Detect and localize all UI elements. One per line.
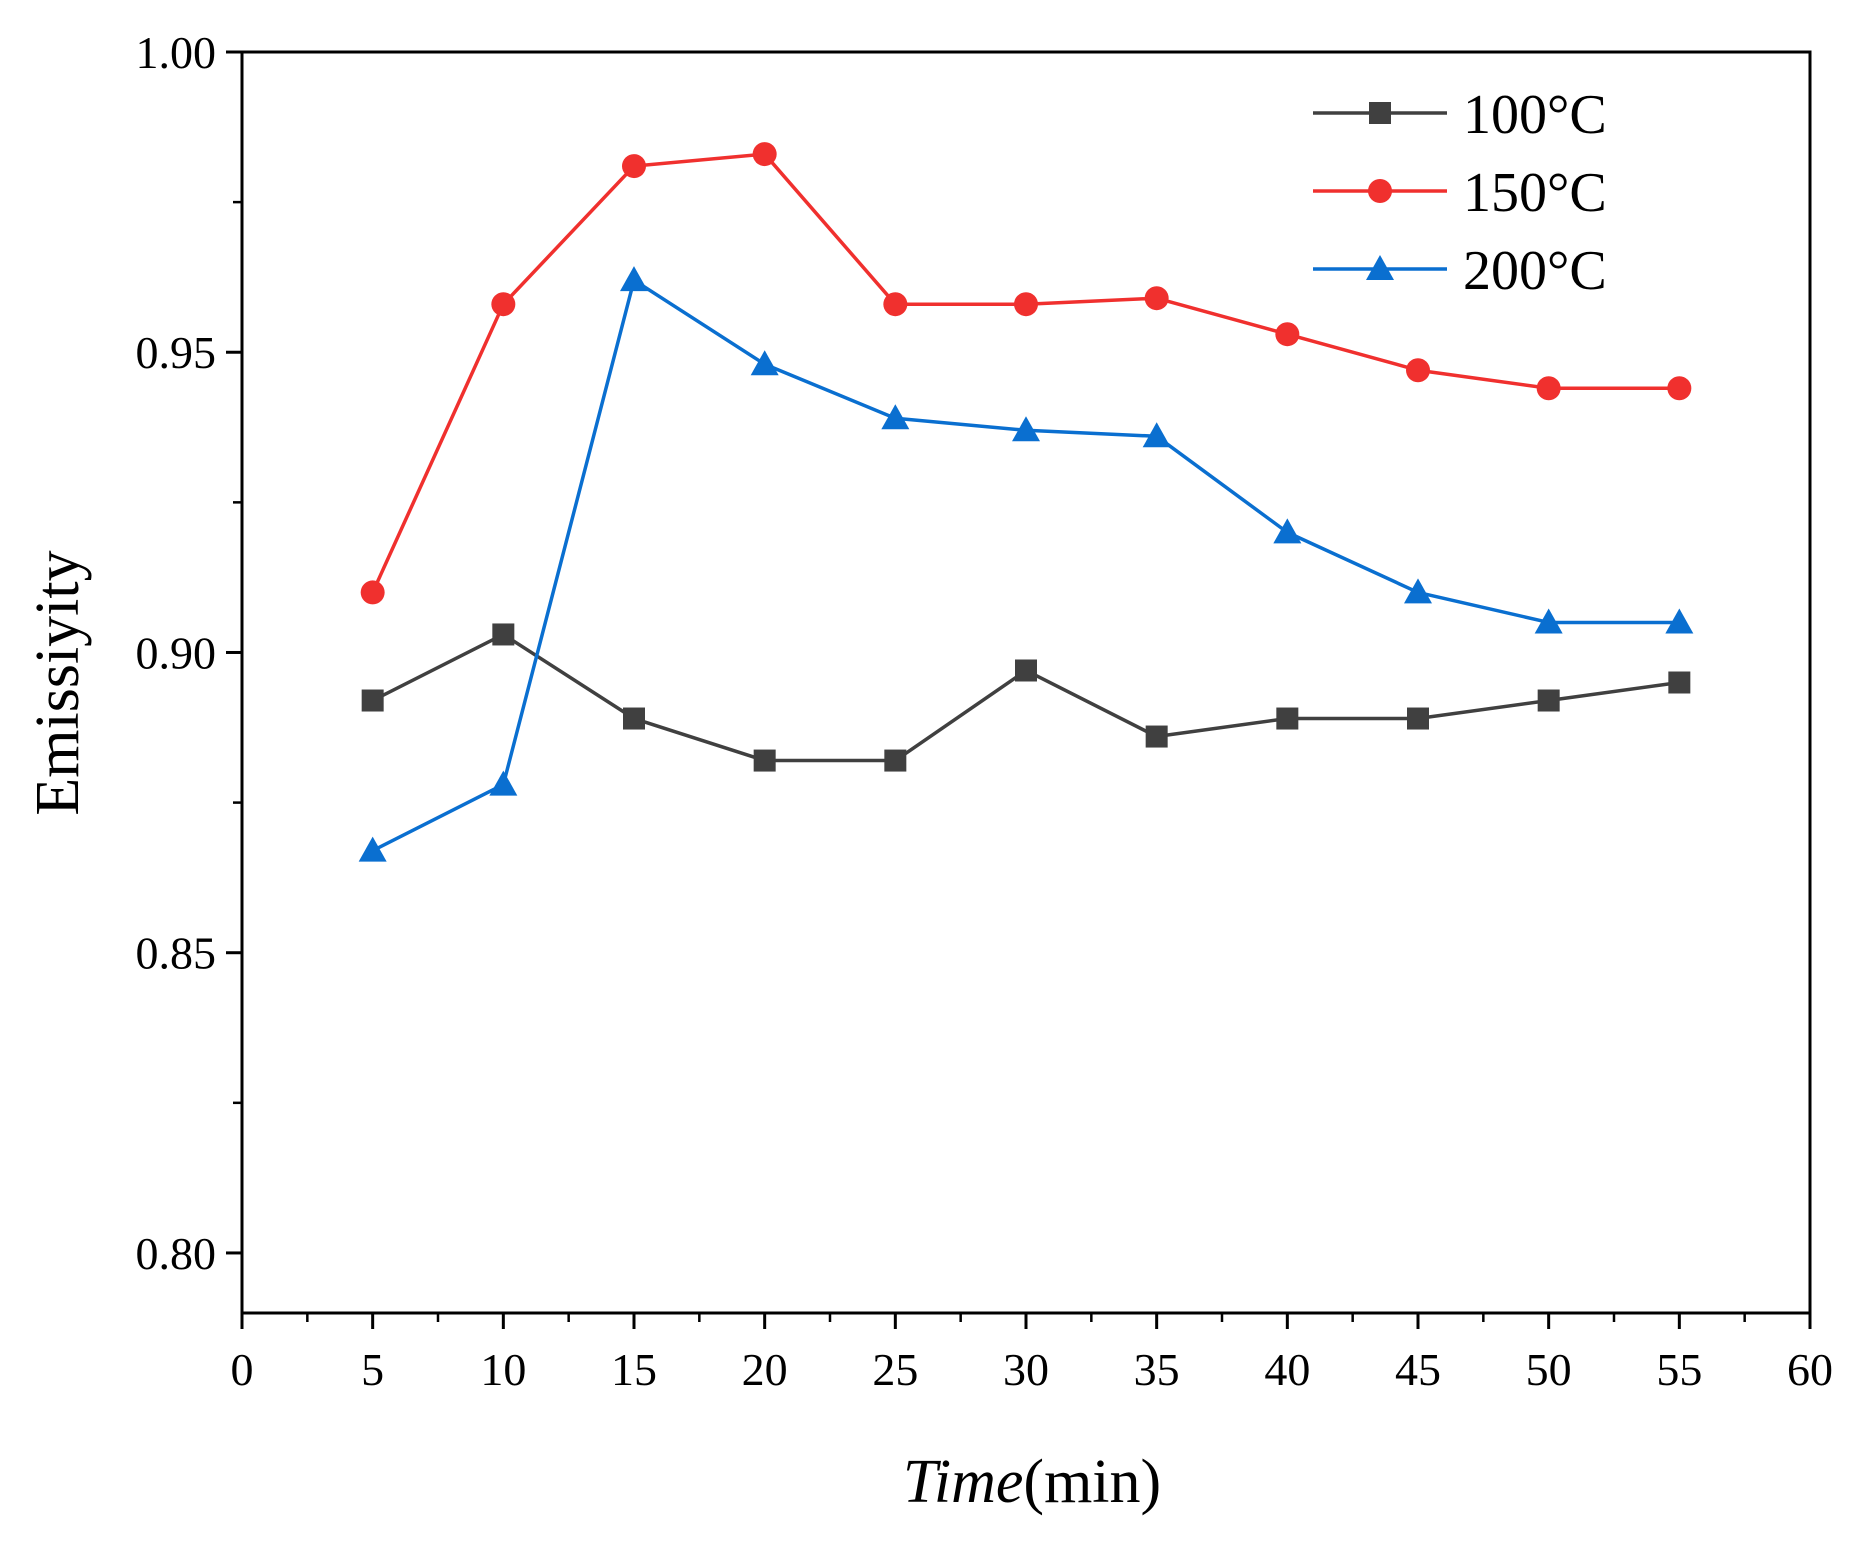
- x-tick-label: 40: [1264, 1344, 1310, 1395]
- x-tick-label: 50: [1526, 1344, 1572, 1395]
- data-point-200C: [1665, 608, 1694, 634]
- data-point-100C: [753, 749, 776, 772]
- legend-label-200C: 200°C: [1463, 240, 1607, 302]
- x-axis-title: Time(min): [903, 1448, 1161, 1516]
- legend-marker-150C: [1368, 179, 1392, 203]
- x-tick-label: 5: [361, 1344, 384, 1395]
- legend-label-150C: 150°C: [1463, 162, 1607, 224]
- data-point-200C: [1012, 416, 1040, 442]
- data-point-200C: [1273, 518, 1302, 544]
- legend: 100°C 150°C 200°C: [1313, 84, 1607, 302]
- series-layer: [358, 142, 1694, 862]
- data-point-100C: [1668, 671, 1691, 694]
- series-100C: [361, 623, 1691, 772]
- x-tick-label: 60: [1787, 1344, 1833, 1395]
- x-axis: 0 5 10 15 20 25 30 35 40 45 50 55 60: [231, 1313, 1833, 1395]
- data-point-150C: [1406, 358, 1430, 383]
- data-point-200C: [750, 350, 779, 376]
- data-point-200C: [620, 266, 648, 292]
- data-point-100C: [1276, 707, 1299, 730]
- data-point-100C: [623, 707, 645, 730]
- data-point-200C: [358, 836, 387, 862]
- y-tick-label: 0.85: [136, 928, 217, 979]
- data-point-100C: [492, 623, 515, 646]
- x-tick-label: 45: [1395, 1344, 1441, 1395]
- data-point-200C: [881, 404, 910, 430]
- data-point-150C: [1667, 376, 1692, 401]
- y-tick-label: 0.80: [136, 1228, 217, 1279]
- data-point-100C: [1537, 689, 1560, 712]
- data-point-150C: [1275, 322, 1300, 347]
- x-tick-label: 55: [1656, 1344, 1702, 1395]
- legend-marker-100C: [1369, 102, 1391, 124]
- y-tick-label: 1.00: [136, 27, 217, 78]
- data-point-150C: [622, 154, 646, 179]
- data-point-100C: [1015, 659, 1037, 682]
- data-point-150C: [883, 292, 908, 317]
- data-point-150C: [360, 580, 385, 605]
- data-point-150C: [752, 142, 777, 167]
- data-point-100C: [884, 749, 907, 772]
- legend-item-150C: 150°C: [1313, 162, 1607, 224]
- series-line-100C: [371, 632, 1680, 763]
- x-axis-title-unit: (min): [1023, 1448, 1161, 1516]
- legend-item-200C: 200°C: [1313, 240, 1607, 302]
- y-axis: 0.80 0.85 0.90 0.95 1.00: [136, 27, 242, 1279]
- legend-marker-200C: [1366, 255, 1394, 280]
- data-point-150C: [1144, 286, 1169, 311]
- data-point-100C: [1145, 725, 1168, 748]
- x-tick-label: 25: [872, 1344, 918, 1395]
- y-tick-label: 0.90: [136, 627, 217, 678]
- data-point-150C: [491, 292, 516, 317]
- x-tick-label: 30: [1003, 1344, 1049, 1395]
- x-tick-label: 35: [1134, 1344, 1180, 1395]
- legend-label-100C: 100°C: [1463, 84, 1607, 146]
- data-point-200C: [1534, 608, 1563, 634]
- series-200C: [358, 266, 1694, 862]
- data-point-200C: [489, 770, 518, 796]
- data-point-150C: [1014, 292, 1038, 317]
- y-axis-title: Emissiyity: [24, 550, 92, 815]
- data-point-100C: [1407, 707, 1429, 730]
- x-tick-label: 0: [231, 1344, 254, 1395]
- legend-item-100C: 100°C: [1313, 84, 1607, 146]
- x-tick-label: 10: [480, 1344, 526, 1395]
- data-point-150C: [1536, 376, 1561, 401]
- series-150C: [360, 142, 1692, 605]
- x-tick-label: 20: [742, 1344, 788, 1395]
- y-tick-label: 0.95: [136, 327, 217, 378]
- x-axis-title-italic: Time: [903, 1448, 1024, 1516]
- series-line-200C: [371, 278, 1680, 853]
- data-point-100C: [361, 689, 384, 712]
- data-point-200C: [1404, 578, 1432, 604]
- data-point-200C: [1142, 422, 1171, 448]
- x-tick-label: 15: [611, 1344, 657, 1395]
